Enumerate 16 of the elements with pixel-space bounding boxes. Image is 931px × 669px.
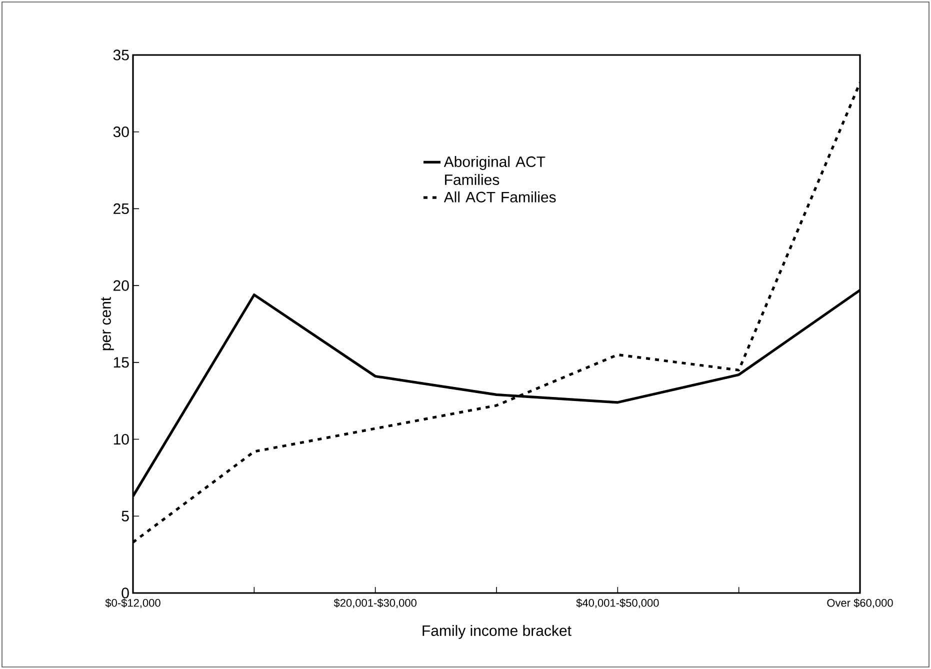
x-tick-label: $40,001-$50,000 (576, 598, 659, 608)
y-axis-title: per cent (101, 297, 114, 350)
x-tick-label: $20,001-$30,000 (334, 598, 416, 608)
y-tick-label: 35 (113, 50, 129, 60)
x-axis-title: Family income bracket (422, 624, 572, 639)
x-tick-label: Over $60,000 (827, 598, 893, 608)
legend-label: All ACT Families (444, 191, 556, 202)
y-tick-label: 5 (122, 510, 129, 522)
x-tick-label: $0-$12,000 (105, 598, 160, 608)
y-tick-label: 0 (122, 588, 129, 598)
y-tick-label: 20 (114, 280, 129, 291)
y-tick-label: 30 (113, 126, 129, 138)
y-tick-label: 25 (114, 203, 129, 214)
y-tick-label: 15 (114, 357, 129, 368)
y-tick-label: 10 (114, 434, 129, 445)
legend-label: Aboriginal ACT Families (444, 156, 546, 186)
